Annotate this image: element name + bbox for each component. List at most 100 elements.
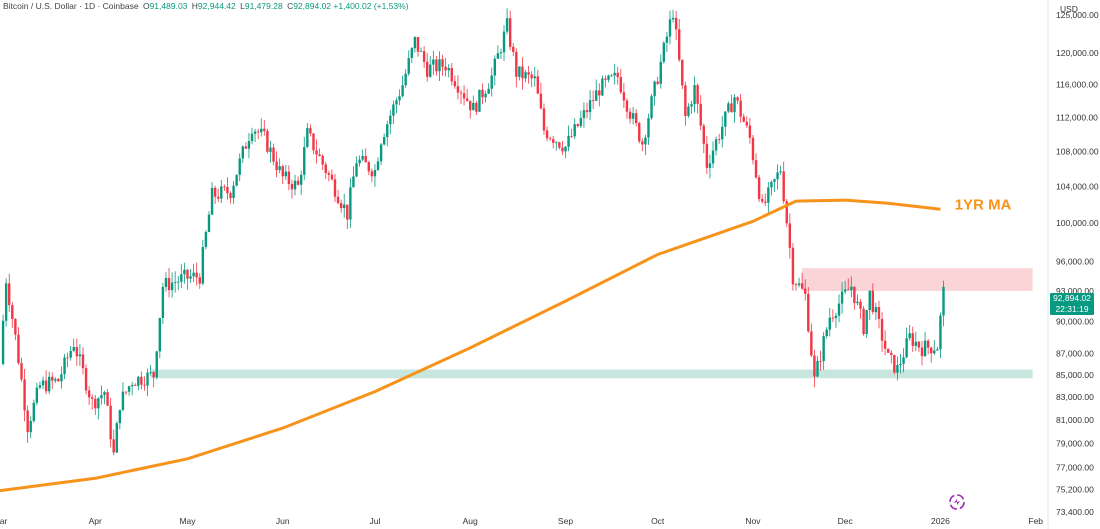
candle [217, 188, 220, 203]
candle [183, 262, 186, 284]
candle [140, 371, 143, 390]
candle-body [671, 17, 675, 20]
candle-body [459, 92, 463, 94]
candle [213, 185, 217, 205]
candle-body [14, 318, 17, 335]
candle-body [327, 173, 331, 175]
candle-body [702, 125, 705, 144]
candle [788, 213, 792, 259]
candle-body [908, 333, 911, 339]
candle-body [256, 131, 260, 133]
candle-body [794, 284, 798, 286]
candle [253, 128, 257, 142]
candle [850, 276, 853, 298]
candle [309, 124, 312, 137]
candle [785, 199, 788, 228]
candle [124, 391, 128, 395]
candle [933, 340, 936, 355]
candle-body [902, 357, 905, 364]
candle-body [465, 98, 469, 101]
tradingview-logo-icon[interactable] [948, 493, 966, 511]
currency-label[interactable]: USD [1060, 4, 1078, 14]
candle-body [410, 48, 414, 59]
candle-body [628, 111, 632, 119]
candle [100, 385, 103, 405]
candle [595, 79, 598, 101]
candle [4, 278, 8, 327]
candle-body [770, 181, 773, 188]
candle [44, 370, 48, 394]
candle-body [478, 89, 481, 112]
candle [376, 157, 380, 171]
candle [290, 179, 294, 199]
candle-body [41, 380, 45, 386]
candle-body [84, 368, 88, 391]
candle [751, 134, 755, 165]
candle [444, 57, 447, 77]
candle-body [244, 146, 248, 149]
candle-body [293, 180, 297, 190]
candle [853, 286, 856, 310]
candle [186, 268, 189, 290]
candle-body [896, 364, 899, 373]
candle [840, 282, 844, 314]
candle [681, 59, 684, 90]
candle [902, 348, 905, 373]
candle-body [496, 53, 500, 59]
candle-body [877, 307, 881, 319]
candle-body [745, 121, 749, 126]
candle-body [63, 357, 66, 375]
candle [355, 156, 358, 178]
candle-body [17, 334, 20, 364]
candle-body [598, 90, 601, 96]
candle [278, 158, 281, 174]
candle [757, 174, 761, 203]
candle-body [825, 329, 828, 337]
candle [429, 56, 432, 78]
x-tick-label: May [179, 516, 196, 526]
candle-body [567, 135, 570, 147]
candle-body [930, 347, 933, 354]
candle-body [87, 390, 91, 398]
candle-body [690, 104, 693, 107]
candle [896, 356, 899, 381]
candle-body [192, 272, 195, 277]
candle [693, 76, 696, 113]
candle [232, 181, 235, 204]
candle-body [779, 171, 782, 173]
candle-body [764, 201, 767, 203]
candle-body [831, 317, 835, 319]
candle [137, 375, 140, 391]
candle [564, 145, 567, 159]
candle-body [343, 204, 346, 209]
candle-body [29, 420, 32, 433]
candle-body [272, 147, 275, 162]
candle [515, 48, 518, 88]
candle [930, 346, 933, 363]
candle-body [438, 59, 441, 72]
candle-body [539, 93, 543, 109]
candle [324, 161, 327, 179]
candle-body [610, 75, 613, 77]
candle [914, 331, 918, 352]
candle [269, 141, 272, 163]
y-tick-label: 77,000.00 [1056, 462, 1094, 472]
candle-body [736, 97, 739, 101]
candle-body [217, 196, 220, 199]
candle [207, 211, 211, 233]
candle [558, 141, 561, 150]
candle [496, 45, 500, 59]
candle [112, 429, 115, 456]
candle [742, 113, 745, 123]
candle-body [604, 78, 607, 80]
candle-body [382, 137, 386, 145]
candle-body [379, 144, 383, 162]
candle-body [475, 102, 478, 112]
candle [346, 204, 349, 230]
candle [247, 132, 251, 159]
candle-body [607, 75, 610, 80]
candle-body [681, 59, 684, 86]
candle [404, 68, 407, 88]
candle [487, 83, 490, 95]
